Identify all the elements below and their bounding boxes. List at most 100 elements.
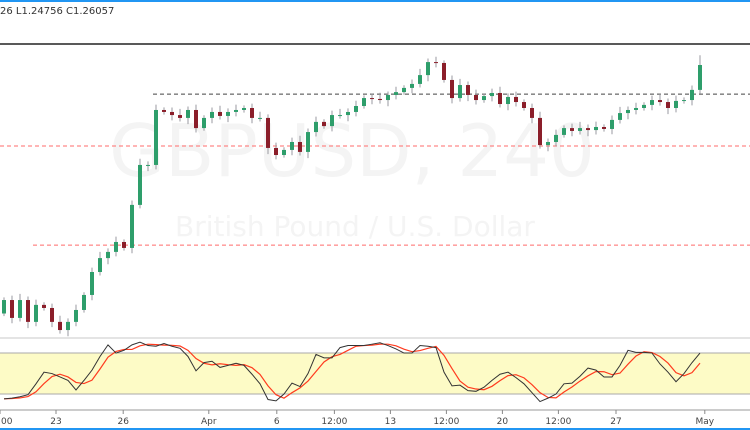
- candle-body: [362, 98, 366, 107]
- candle: [130, 200, 134, 254]
- candle: [538, 111, 542, 149]
- candle-body: [186, 109, 190, 118]
- candle: [194, 104, 198, 133]
- candle-body: [418, 75, 422, 84]
- candle: [82, 292, 86, 313]
- candle: [138, 158, 142, 209]
- candle: [154, 104, 158, 170]
- candle-body: [354, 106, 358, 112]
- x-tick-label: 12:00: [545, 417, 571, 427]
- candle-body: [506, 96, 510, 105]
- candle-body: [10, 300, 14, 318]
- candle-body: [554, 134, 558, 142]
- candle: [418, 68, 422, 88]
- candle-body: [298, 141, 302, 152]
- candle: [274, 142, 278, 160]
- candle-body: [522, 102, 526, 108]
- candle: [258, 111, 262, 122]
- candle: [106, 248, 110, 265]
- candle-body: [450, 79, 454, 99]
- candle: [610, 115, 614, 135]
- candle-body: [546, 141, 550, 146]
- candle: [42, 302, 46, 311]
- candle: [594, 121, 598, 135]
- candle-body: [114, 241, 118, 252]
- candle-body: [434, 62, 438, 64]
- candle-body: [426, 62, 430, 76]
- candle-body: [370, 98, 374, 100]
- candle-body: [514, 96, 518, 103]
- stoch-k-line: [3, 341, 701, 403]
- candle: [474, 89, 478, 105]
- candle: [338, 108, 342, 119]
- candle-body: [466, 85, 470, 95]
- candle-body: [602, 126, 606, 129]
- candle-body: [2, 300, 6, 314]
- candle: [314, 116, 318, 137]
- x-tick-label: Apr: [201, 417, 217, 427]
- candle: [450, 75, 454, 104]
- candle-body: [658, 100, 662, 103]
- candle-body: [490, 92, 494, 97]
- ohlc-legend: 26 L1.24756 C1.26057: [0, 6, 115, 17]
- candle-body: [682, 100, 686, 102]
- stoch-band-fill: [0, 353, 750, 395]
- candle-body: [74, 309, 78, 322]
- candle-body: [170, 111, 174, 116]
- candle-body: [290, 141, 294, 150]
- candle-body: [154, 109, 158, 165]
- candle-body: [674, 100, 678, 108]
- candle: [266, 114, 270, 155]
- candle: [26, 296, 30, 329]
- candle-body: [610, 119, 614, 129]
- candle: [378, 92, 382, 104]
- candle: [354, 100, 358, 117]
- candle: [434, 56, 438, 68]
- candle-body: [90, 272, 94, 295]
- candle: [674, 95, 678, 113]
- candle-body: [386, 94, 390, 101]
- x-tick-label: 00: [1, 417, 13, 427]
- candle-body: [266, 117, 270, 148]
- candle: [618, 106, 622, 124]
- candle: [426, 58, 430, 82]
- candle: [690, 85, 694, 106]
- candle: [458, 78, 462, 102]
- candle: [298, 135, 302, 156]
- candle-body: [618, 113, 622, 120]
- candle-body: [234, 109, 238, 112]
- stochastic-pane: [0, 341, 750, 403]
- candle: [626, 106, 630, 120]
- candle: [74, 304, 78, 327]
- candle: [10, 295, 14, 324]
- candle-body: [274, 147, 278, 156]
- candle-body: [210, 111, 214, 118]
- candle: [330, 110, 334, 132]
- candle: [2, 297, 6, 317]
- candle-body: [378, 98, 382, 101]
- candle-body: [530, 107, 534, 118]
- candle: [498, 86, 502, 108]
- candle-body: [162, 109, 166, 112]
- candle: [586, 124, 590, 137]
- time-axis[interactable]: 00 23 26 Apr 6 12:00 13 12:00 20 12:00 27 May: [0, 410, 715, 427]
- candle-body: [458, 85, 462, 99]
- candle: [642, 102, 646, 111]
- candle: [482, 93, 486, 103]
- candle: [282, 147, 286, 158]
- candle: [34, 299, 38, 327]
- candle: [226, 108, 230, 123]
- candle: [386, 91, 390, 107]
- candle-body: [650, 100, 654, 105]
- horizontal-levels: [0, 43, 750, 246]
- candle: [602, 124, 606, 132]
- candle-body: [58, 321, 62, 331]
- candle-body: [178, 115, 182, 118]
- candle: [186, 106, 190, 125]
- candle: [290, 137, 294, 156]
- x-tick-label: 12:00: [433, 417, 459, 427]
- candle: [146, 161, 150, 172]
- candle: [162, 107, 166, 115]
- candle-body: [634, 107, 638, 110]
